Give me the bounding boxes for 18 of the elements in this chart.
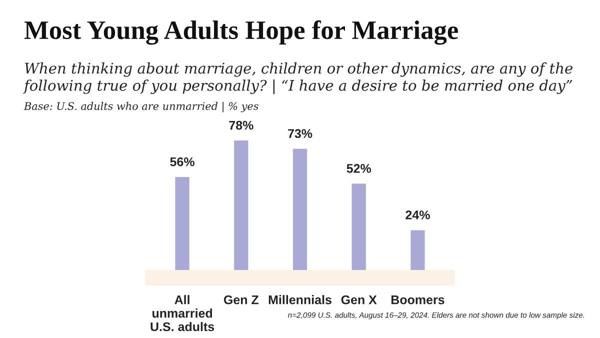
bar	[234, 140, 248, 270]
bar	[352, 184, 366, 270]
data-label: 78%	[229, 120, 254, 130]
chart-subtitle: When thinking about marriage, children or other dynamics, are any of the following true of you personally? | “I have a desire to be married one day”	[23, 62, 572, 94]
text: Base: U.S. adults who are unmarried | % yes	[24, 102, 258, 112]
data-label: 24%	[406, 210, 430, 220]
x-tick-label: Gen X	[341, 295, 377, 304]
x-tick-label: Gen Z	[224, 295, 258, 304]
data-label: 52%	[346, 164, 372, 173]
chart-title: Most Young Adults Hope for Marriage	[24, 20, 458, 45]
bar	[410, 230, 425, 270]
x-tick-label: Boomers	[391, 296, 444, 304]
data-label: 73%	[288, 129, 312, 138]
bar	[175, 177, 190, 270]
bar	[292, 148, 308, 270]
data-label: 56%	[170, 157, 194, 166]
x-tick-label: Millennials	[268, 295, 332, 304]
x-tick-label: All unmarried U.S. adults	[150, 295, 214, 332]
